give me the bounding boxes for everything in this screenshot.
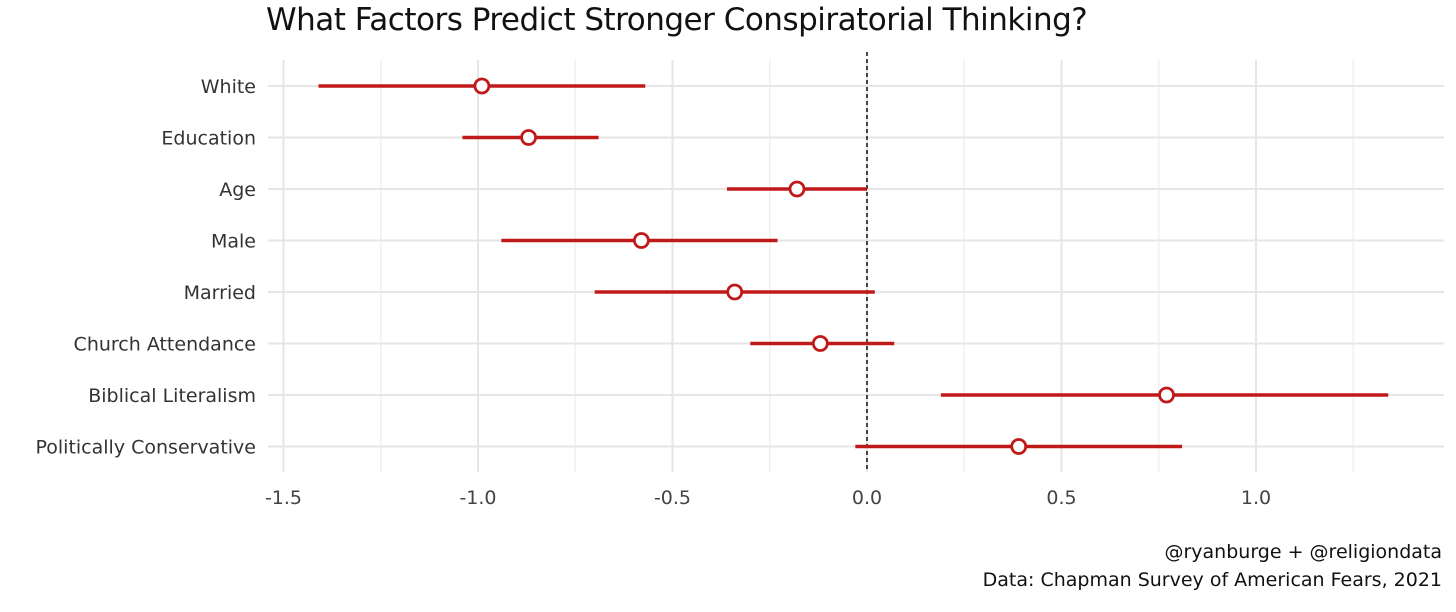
y-tick-label: Education	[161, 128, 256, 150]
estimate-point	[473, 77, 491, 95]
x-tick-label: -0.5	[654, 487, 691, 509]
y-tick-label: Married	[184, 282, 256, 304]
x-axis-labels: -1.5 -1.0 -0.5 0.0 0.5 1.0	[265, 487, 1271, 509]
estimate-point	[520, 129, 537, 146]
estimate-point	[788, 180, 806, 198]
y-tick-label: Age	[219, 179, 256, 201]
estimate-point	[1010, 438, 1028, 455]
y-tick-label: Biblical Literalism	[88, 385, 256, 407]
chart-title: What Factors Predict Stronger Conspirato…	[266, 2, 1088, 38]
x-tick-label: 0.0	[852, 487, 882, 509]
estimate-point	[632, 232, 650, 249]
estimate-point	[1158, 386, 1175, 404]
y-tick-label: Male	[211, 231, 256, 253]
caption-credit: @ryanburge + @religiondata	[1164, 541, 1442, 563]
caption-source: Data: Chapman Survey of American Fears, …	[982, 569, 1442, 591]
estimate-points	[473, 77, 1175, 455]
y-tick-label: Politically Conservative	[35, 437, 256, 459]
minor-gridlines	[380, 60, 1354, 472]
major-gridlines	[268, 60, 1444, 472]
caption: @ryanburge + @religiondata Data: Chapman…	[983, 538, 1442, 594]
y-tick-label: Church Attendance	[74, 334, 256, 356]
y-axis-labels: White Education Age Male Married Church Atten…	[35, 76, 256, 459]
x-tick-label: -1.5	[265, 487, 302, 509]
y-tick-label: White	[201, 76, 256, 98]
x-tick-label: 0.5	[1046, 487, 1076, 509]
estimate-point	[811, 335, 829, 352]
x-tick-label: -1.0	[459, 487, 496, 509]
estimate-point	[726, 283, 744, 301]
x-tick-label: 1.0	[1241, 487, 1271, 509]
